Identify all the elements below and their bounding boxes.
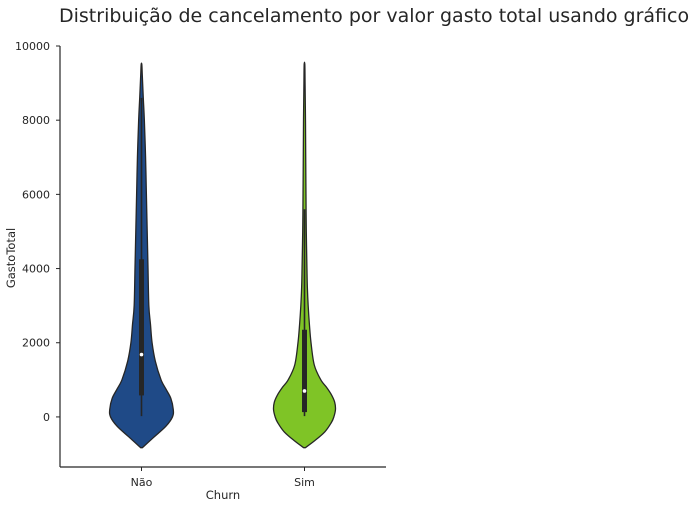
violin-iqr-box: [302, 329, 307, 413]
y-tick-label: 10000: [15, 40, 50, 53]
x-tick-label: Não: [131, 476, 153, 489]
x-tick-label: Sim: [294, 476, 315, 489]
violin-median-dot: [302, 389, 307, 393]
y-axis-ticks: 0 2000 4000 6000 8000 10000: [15, 40, 60, 424]
x-axis-ticks: Não Sim: [131, 467, 315, 489]
violin-median-dot: [139, 352, 144, 357]
y-tick-label: 0: [43, 411, 50, 424]
y-tick-label: 2000: [22, 337, 50, 350]
y-axis-label: GastoTotal: [4, 228, 18, 288]
chart-title: Distribuição de cancelamento por valor g…: [59, 5, 692, 27]
x-axis-label: Churn: [206, 488, 240, 502]
y-tick-label: 6000: [22, 188, 50, 201]
violin-iqr-box: [139, 259, 144, 396]
violins-layer: [108, 61, 337, 449]
y-tick-label: 8000: [22, 114, 50, 127]
y-tick-label: 4000: [22, 263, 50, 276]
